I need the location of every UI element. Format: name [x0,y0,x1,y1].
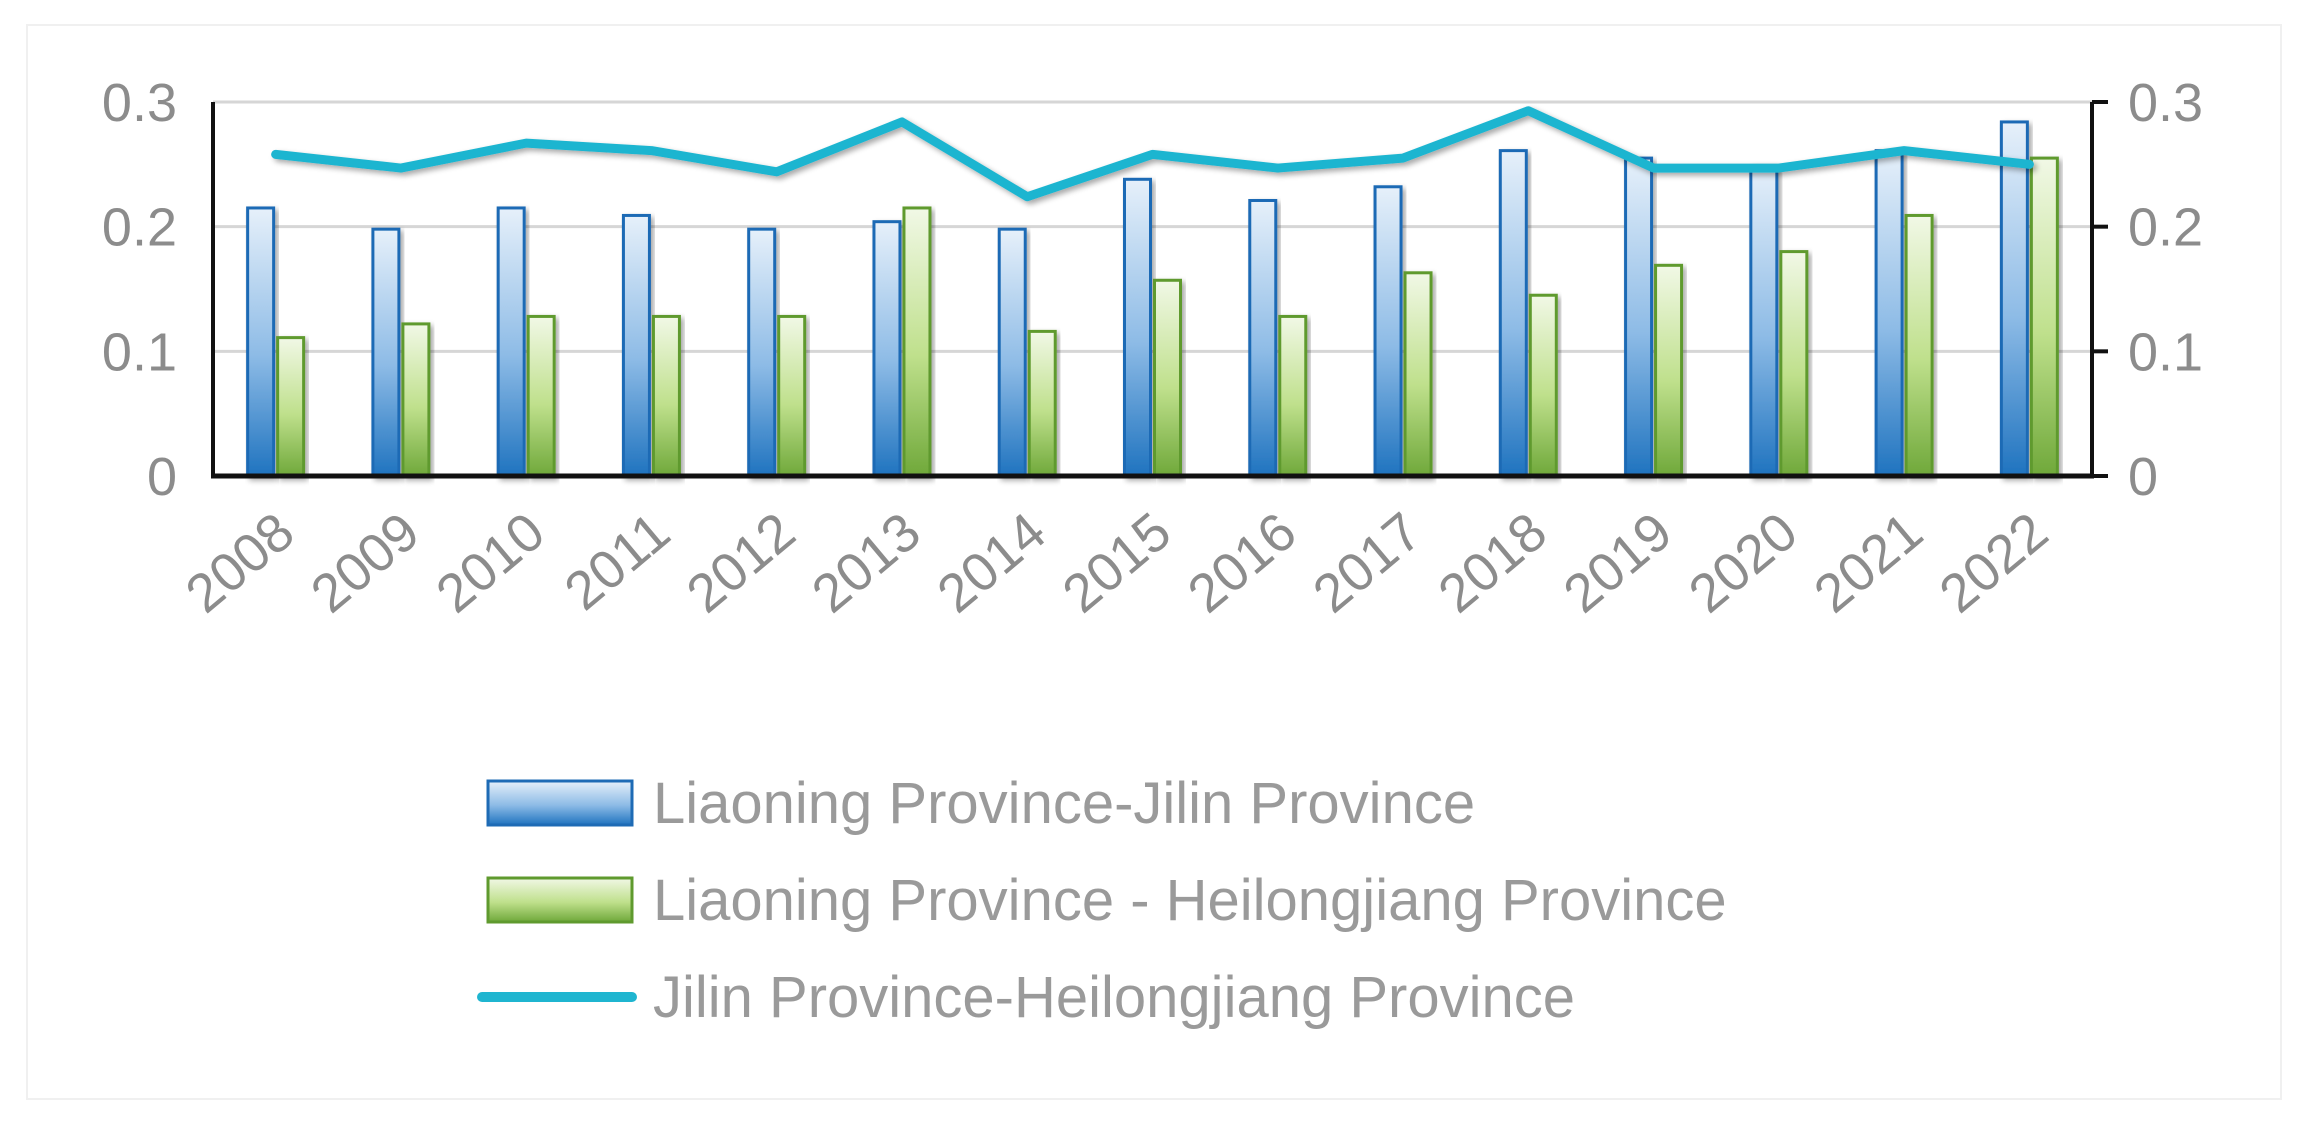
y-tick-label-right: 0 [2128,447,2158,507]
bar-liaoning-heilongjiang [526,314,556,478]
legend-label-1: Liaoning Province - Heilongjiang Provinc… [653,868,1727,933]
bar-liaoning-jilin [496,206,526,478]
bar-liaoning-jilin [1624,156,1654,478]
bar-liaoning-heilongjiang [276,336,306,478]
bar-liaoning-heilongjiang [902,206,932,478]
legend-swatch-0 [486,779,634,827]
y-tick-label-left: 0.2 [102,198,177,258]
x-tick-label: 2013 [801,501,932,624]
bar-liaoning-jilin [246,206,276,478]
x-tick-label: 2021 [1803,501,1934,624]
y-tick-label-right: 0.1 [2128,322,2203,382]
bar-liaoning-jilin [1874,149,1904,478]
bar-liaoning-heilongjiang [401,322,431,478]
y-tick-label-right: 0.3 [2128,73,2203,133]
bar-liaoning-heilongjiang [1528,293,1558,478]
bar-liaoning-heilongjiang [651,314,681,478]
x-tick-label: 2014 [926,501,1057,624]
bar-liaoning-jilin [1498,149,1528,478]
x-tick-label: 2022 [1928,501,2059,624]
x-tick-label: 2016 [1177,501,1308,624]
bar-liaoning-jilin [872,220,902,478]
x-tick-label: 2012 [676,501,807,624]
legend-label-0: Liaoning Province-Jilin Province [653,771,1475,836]
x-tick-label: 2015 [1052,501,1183,624]
legend-swatch-1 [486,876,634,924]
line-series [271,106,2034,202]
y-tick-label-left: 0.3 [102,73,177,133]
legend-label-2: Jilin Province-Heilongjiang Province [653,965,1575,1030]
y-tick-label-left: 0 [147,447,177,507]
bar-liaoning-jilin [621,213,651,478]
bar-liaoning-jilin [747,227,777,478]
bar-liaoning-heilongjiang [1278,314,1308,478]
x-tick-label: 2018 [1427,501,1558,624]
bar-liaoning-jilin [1123,177,1152,478]
x-tick-label: 2011 [554,501,682,622]
x-tick-label: 2017 [1302,501,1433,624]
bar-liaoning-heilongjiang [1654,263,1684,478]
legend: Liaoning Province-Jilin Province Liaoning… [477,771,1727,1030]
bar-liaoning-heilongjiang [1403,271,1433,478]
x-tick-label: 2008 [175,501,306,624]
bar-liaoning-heilongjiang [777,314,807,478]
x-tick-label: 2020 [1678,501,1809,624]
x-tick-label: 2010 [425,501,556,624]
bar-liaoning-heilongjiang [1153,278,1182,478]
bar-liaoning-jilin [1749,164,1779,478]
x-tick-label: 2009 [300,501,431,624]
bar-liaoning-jilin [997,227,1027,478]
bar-liaoning-jilin [1373,185,1403,478]
bar-liaoning-heilongjiang [2029,156,2059,478]
x-tick-label: 2019 [1553,501,1684,624]
chart-frame [26,24,2282,1100]
axes [211,100,2108,479]
bar-liaoning-heilongjiang [1779,250,1809,478]
bar-liaoning-jilin [1248,198,1278,478]
bar-liaoning-heilongjiang [1904,213,1934,478]
y-tick-label-right: 0.2 [2128,198,2203,258]
y-tick-label-left: 0.1 [102,322,177,382]
bar-liaoning-jilin [371,227,401,478]
bars [246,120,2059,478]
bar-liaoning-heilongjiang [1027,329,1057,478]
bar-liaoning-jilin [1999,120,2029,478]
gridlines [213,100,2092,353]
